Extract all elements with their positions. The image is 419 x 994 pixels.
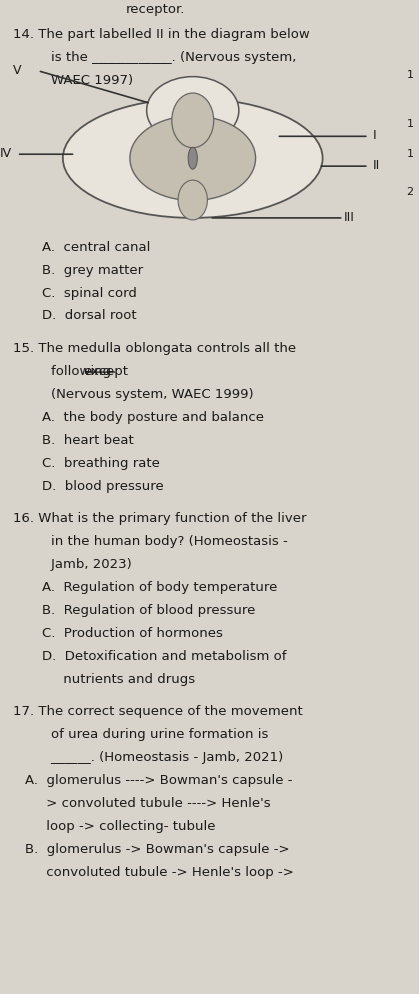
Text: nutrients and drugs: nutrients and drugs <box>42 672 195 685</box>
Ellipse shape <box>172 94 214 148</box>
Text: following: following <box>34 365 115 378</box>
Text: IV: IV <box>0 147 12 160</box>
Text: in the human body? (Homeostasis -: in the human body? (Homeostasis - <box>34 535 287 548</box>
Text: 14. The part labelled II in the diagram below: 14. The part labelled II in the diagram … <box>13 28 309 41</box>
Text: B.  heart beat: B. heart beat <box>42 433 134 446</box>
Text: C.  Production of hormones: C. Production of hormones <box>42 626 223 639</box>
Ellipse shape <box>63 99 323 219</box>
Text: B.  Regulation of blood pressure: B. Regulation of blood pressure <box>42 603 255 616</box>
Ellipse shape <box>178 181 207 221</box>
Text: 2: 2 <box>406 187 414 197</box>
Text: loop -> collecting- tubule: loop -> collecting- tubule <box>25 819 216 832</box>
Text: 15. The medulla oblongata controls all the: 15. The medulla oblongata controls all t… <box>13 342 296 355</box>
Text: is the ____________. (Nervous system,: is the ____________. (Nervous system, <box>34 51 296 64</box>
Text: 1: 1 <box>406 119 414 129</box>
Text: WAEC 1997): WAEC 1997) <box>34 74 133 86</box>
Text: D.  blood pressure: D. blood pressure <box>42 479 164 492</box>
Text: A.  the body posture and balance: A. the body posture and balance <box>42 411 264 423</box>
Text: ______. (Homeostasis - Jamb, 2021): ______. (Homeostasis - Jamb, 2021) <box>34 750 283 763</box>
Text: C.  breathing rate: C. breathing rate <box>42 456 160 469</box>
Ellipse shape <box>130 117 256 202</box>
Text: convoluted tubule -> Henle's loop ->: convoluted tubule -> Henle's loop -> <box>25 865 294 878</box>
Text: A.  central canal: A. central canal <box>42 241 150 253</box>
Text: III: III <box>344 211 354 224</box>
Text: (Nervous system, WAEC 1999): (Nervous system, WAEC 1999) <box>34 388 253 401</box>
Text: D.  Detoxification and metabolism of: D. Detoxification and metabolism of <box>42 649 287 662</box>
Text: of urea during urine formation is: of urea during urine formation is <box>34 728 268 741</box>
Ellipse shape <box>147 78 239 145</box>
Text: receptor.: receptor. <box>126 3 185 16</box>
Text: A.  glomerulus ----> Bowman's capsule -: A. glomerulus ----> Bowman's capsule - <box>25 773 292 786</box>
Text: C.  spinal cord: C. spinal cord <box>42 286 137 299</box>
Text: I: I <box>373 129 377 142</box>
Text: Jamb, 2023): Jamb, 2023) <box>34 558 131 571</box>
Text: 17. The correct sequence of the movement: 17. The correct sequence of the movement <box>13 705 303 718</box>
Text: 16. What is the primary function of the liver: 16. What is the primary function of the … <box>13 512 306 525</box>
Text: 1: 1 <box>406 70 414 80</box>
Ellipse shape <box>188 148 197 170</box>
Text: D.  dorsal root: D. dorsal root <box>42 309 137 322</box>
Text: except: except <box>83 365 128 378</box>
Text: V: V <box>13 64 21 77</box>
Text: > convoluted tubule ----> Henle's: > convoluted tubule ----> Henle's <box>25 796 271 809</box>
Text: 1: 1 <box>406 149 414 159</box>
Text: II: II <box>373 159 380 172</box>
Text: A.  Regulation of body temperature: A. Regulation of body temperature <box>42 580 277 593</box>
Text: B.  grey matter: B. grey matter <box>42 263 143 276</box>
Text: B.  glomerulus -> Bowman's capsule ->: B. glomerulus -> Bowman's capsule -> <box>25 842 290 855</box>
